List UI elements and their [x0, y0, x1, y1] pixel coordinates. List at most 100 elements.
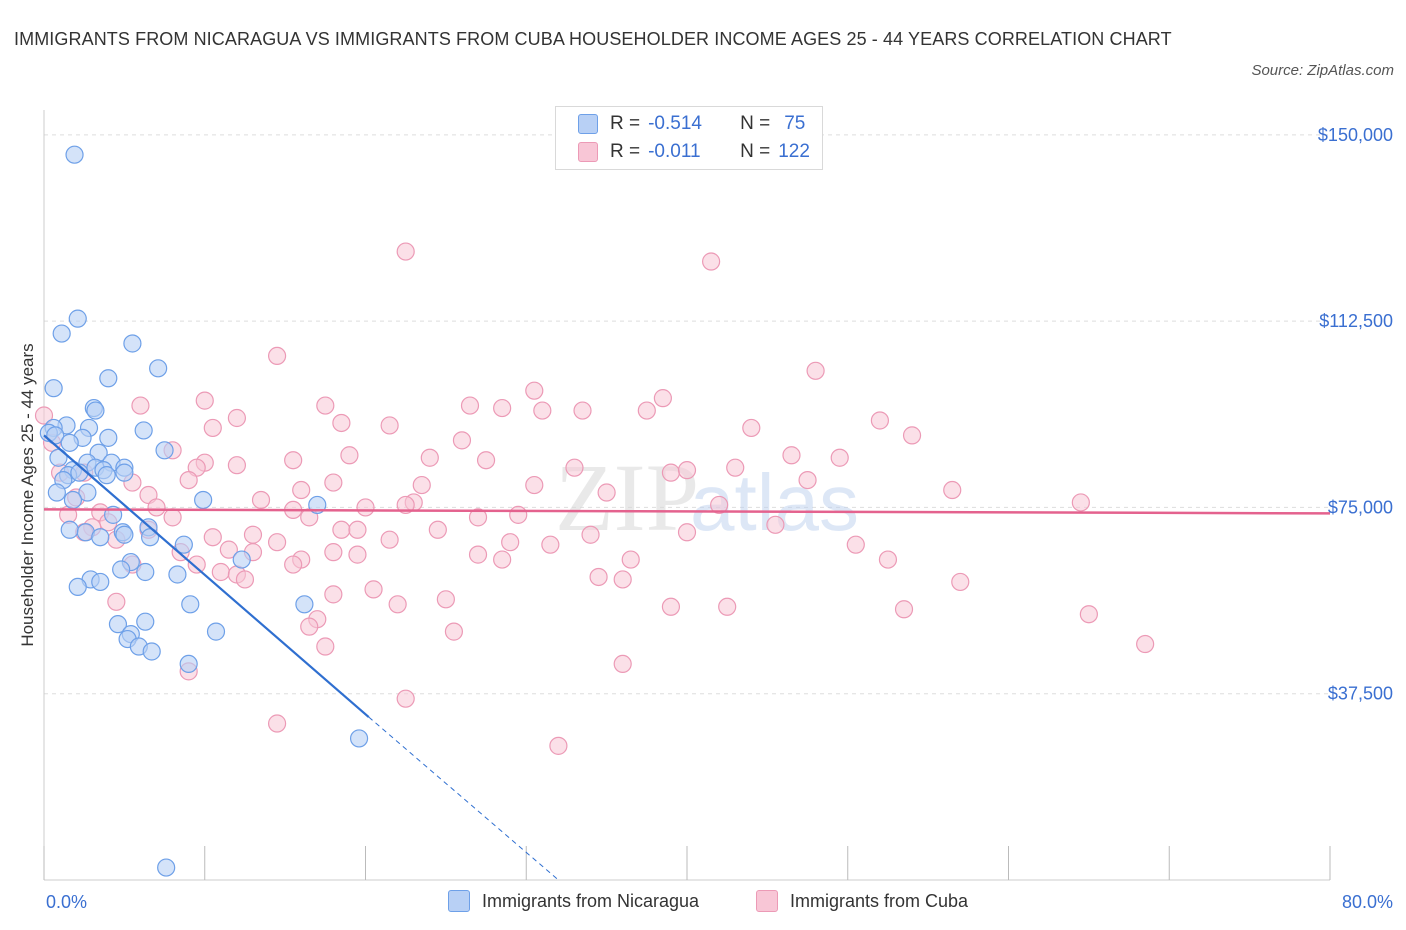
data-point-cuba [573, 401, 592, 420]
data-point-cuba [420, 448, 439, 467]
data-point-cuba [677, 461, 697, 480]
data-point-cuba [316, 637, 335, 656]
stats-legend: R = -0.514 N = 75 R = -0.011 N = 122 [555, 106, 823, 170]
data-point-cuba [661, 597, 681, 616]
trend-line-nicaragua-extension [368, 716, 559, 881]
data-point-cuba [219, 540, 238, 559]
data-point-cuba [396, 495, 415, 515]
data-point-nicaragua [181, 595, 200, 614]
data-point-cuba [267, 533, 287, 552]
legend-n-label: N = [740, 141, 771, 162]
data-point-nicaragua [134, 421, 153, 440]
legend-n-value: 75 [784, 113, 806, 134]
data-point-nicaragua [99, 369, 118, 388]
data-point-nicaragua [91, 528, 110, 547]
legend-label-nicaragua: Immigrants from Nicaragua [482, 890, 700, 911]
series-legend: Immigrants from Nicaragua Immigrants fro… [0, 890, 1406, 914]
data-point-cuba [364, 580, 383, 599]
data-point-cuba [235, 570, 255, 589]
data-point-cuba [798, 470, 817, 490]
data-point-cuba [1071, 493, 1090, 512]
data-point-cuba [332, 520, 351, 539]
data-point-cuba [782, 446, 801, 465]
legend-swatch-cuba [578, 142, 598, 162]
data-point-nicaragua [136, 562, 155, 582]
data-point-cuba [187, 555, 206, 574]
data-point-cuba [340, 446, 359, 465]
data-point-cuba [589, 567, 608, 587]
data-point-cuba [267, 714, 287, 733]
data-point-cuba [300, 617, 319, 636]
data-point-cuba [284, 451, 303, 470]
data-point-nicaragua [179, 654, 198, 674]
data-point-nicaragua [115, 463, 134, 482]
data-point-cuba [468, 508, 488, 527]
tick-labels: $37,500 $75,000 $112,500 $150,000 0.0% 80.0% [46, 125, 1393, 912]
data-point-nicaragua [86, 401, 105, 420]
legend-r-label: R = [610, 113, 641, 134]
data-point-cuba [203, 528, 222, 547]
legend-row-cuba: R = -0.011 N = 122 [578, 140, 810, 164]
data-point-cuba [661, 463, 681, 482]
legend-r-label: R = [610, 141, 641, 162]
data-point-cuba [227, 456, 246, 475]
data-point-nicaragua [65, 145, 84, 164]
data-point-cuba [34, 406, 54, 425]
data-point-cuba [476, 451, 496, 470]
data-point-cuba [597, 483, 616, 502]
data-point-cuba [766, 515, 785, 534]
legend-n-value: 122 [778, 141, 810, 162]
legend-label-cuba: Immigrants from Cuba [790, 890, 969, 911]
data-point-cuba [332, 413, 351, 433]
data-point-cuba [830, 448, 849, 467]
data-point-cuba [388, 595, 407, 614]
data-point-cuba [227, 408, 246, 428]
data-point-cuba [902, 426, 922, 445]
data-point-cuba [348, 545, 367, 564]
data-point-cuba [677, 523, 697, 542]
data-point-cuba [452, 431, 472, 450]
data-point-cuba [613, 570, 632, 589]
data-point-nicaragua [155, 441, 174, 460]
data-point-nicaragua [44, 379, 63, 398]
y-tick-label: $37,500 [1328, 684, 1393, 704]
data-point-nicaragua [168, 565, 187, 584]
data-point-cuba [163, 508, 182, 527]
data-point-nicaragua [157, 858, 176, 877]
data-point-cuba [509, 505, 528, 524]
data-point-cuba [284, 555, 303, 574]
legend-item-cuba[interactable]: Immigrants from Cuba [756, 890, 968, 912]
data-point-cuba [203, 418, 222, 438]
data-point-cuba [324, 585, 343, 604]
data-point-cuba [324, 543, 343, 562]
data-point-nicaragua [123, 334, 142, 353]
data-point-cuba [493, 550, 512, 569]
data-point-nicaragua [112, 560, 131, 579]
data-point-cuba [870, 411, 890, 430]
y-tick-label: $75,000 [1328, 497, 1393, 517]
data-point-cuba [147, 498, 166, 517]
data-point-nicaragua [206, 622, 226, 641]
legend-swatch-cuba [756, 890, 778, 912]
data-point-cuba [107, 592, 126, 611]
data-point-cuba [460, 396, 480, 415]
legend-n-label: N = [740, 113, 771, 134]
data-point-cuba [581, 525, 600, 544]
legend-item-nicaragua[interactable]: Immigrants from Nicaragua [448, 890, 699, 912]
data-point-cuba [324, 473, 343, 492]
data-point-nicaragua [174, 535, 193, 554]
data-point-cuba [951, 572, 970, 592]
data-point-nicaragua [142, 642, 161, 661]
data-point-cuba [549, 736, 568, 755]
data-point-nicaragua [136, 612, 155, 631]
data-point-cuba [211, 562, 230, 582]
x-tick-label: 0.0% [46, 892, 87, 912]
series-nicaragua-points [39, 145, 369, 877]
axes [43, 110, 1331, 881]
data-point-cuba [251, 490, 271, 510]
data-point-cuba [541, 535, 560, 554]
data-point-cuba [1136, 634, 1155, 654]
data-point-nicaragua [194, 490, 213, 510]
y-tick-label: $150,000 [1318, 125, 1393, 145]
